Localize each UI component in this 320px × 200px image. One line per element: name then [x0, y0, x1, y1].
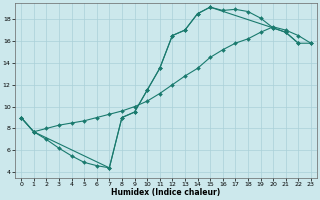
X-axis label: Humidex (Indice chaleur): Humidex (Indice chaleur) [111, 188, 221, 197]
